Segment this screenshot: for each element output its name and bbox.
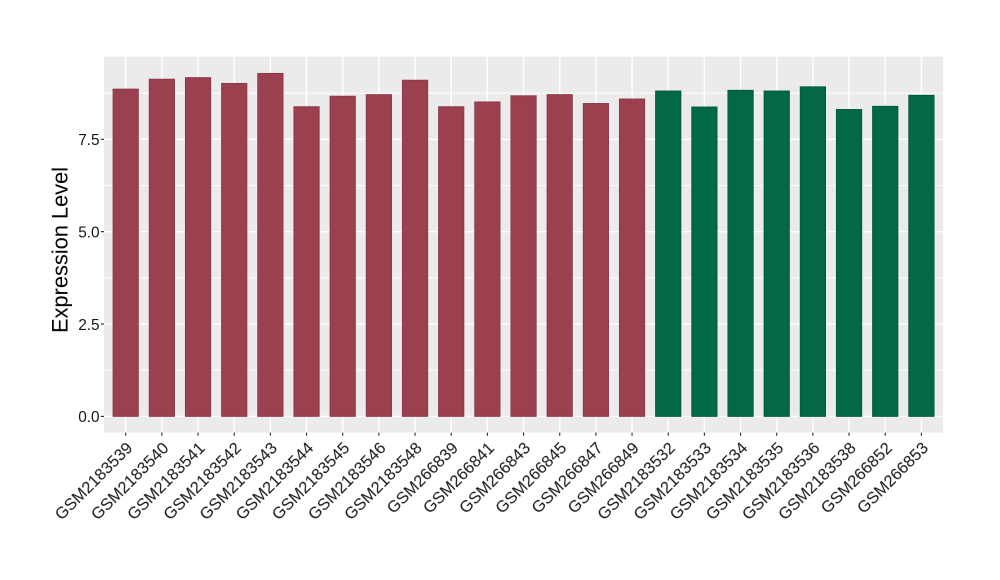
- svg-text:Expression Level: Expression Level: [48, 167, 73, 333]
- svg-text:2.5: 2.5: [78, 317, 99, 334]
- svg-text:0.0: 0.0: [78, 409, 99, 426]
- svg-text:5.0: 5.0: [78, 224, 99, 241]
- svg-text:7.5: 7.5: [78, 132, 99, 149]
